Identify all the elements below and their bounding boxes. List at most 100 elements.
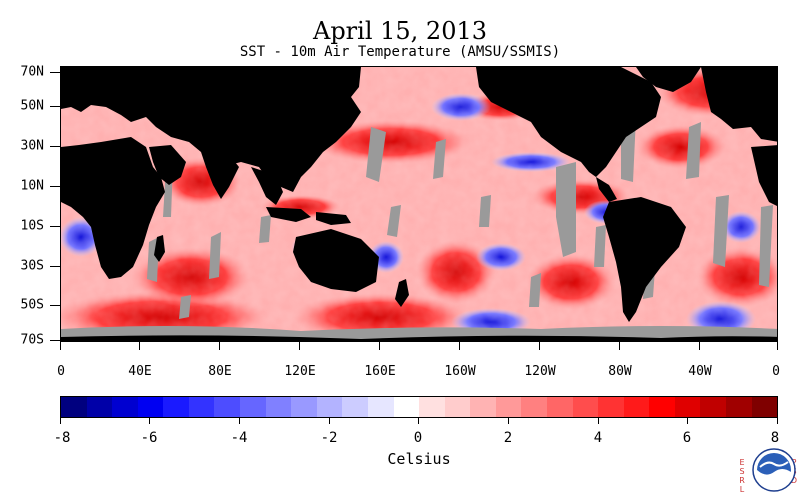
- map-canvas: [61, 67, 777, 341]
- colorbar-tick: [239, 418, 240, 424]
- colorbar-label: 8: [770, 430, 780, 446]
- lon-tick: [299, 342, 300, 350]
- lon-tick: [539, 342, 540, 350]
- lon-label-120w: 120W: [524, 364, 556, 379]
- africa: [61, 137, 165, 279]
- colorbar-cell: [470, 397, 496, 417]
- streak: [713, 195, 729, 267]
- colorbar-cell: [572, 397, 599, 417]
- colorbar-cell: [342, 397, 368, 417]
- streak: [433, 139, 446, 179]
- lon-tick: [379, 342, 380, 350]
- map-title: April 15, 2013: [312, 17, 488, 45]
- land-masses: [61, 67, 777, 341]
- lon-tick: [459, 342, 460, 350]
- colorbar-label: -2: [320, 430, 338, 446]
- streak: [387, 205, 401, 237]
- lat-label-30s: 30S: [20, 258, 44, 274]
- colorbar-label: 0: [413, 430, 423, 446]
- lat-label-10n: 10N: [20, 178, 44, 194]
- lat-label-10s: 10S: [20, 218, 44, 234]
- lat-tick: [50, 340, 60, 341]
- streak: [556, 162, 576, 257]
- africa-west: [751, 145, 777, 206]
- streak: [479, 195, 491, 227]
- lon-label-160w: 160W: [444, 364, 476, 379]
- colorbar-label: -4: [230, 430, 248, 446]
- colorbar-tick: [508, 418, 509, 424]
- streak: [686, 122, 701, 179]
- colorbar-cell: [495, 397, 522, 417]
- colorbar-cell: [623, 397, 650, 417]
- greenland: [636, 67, 701, 92]
- colorbar-tick: [60, 418, 61, 424]
- lat-tick: [50, 266, 60, 267]
- streak: [366, 127, 386, 182]
- lon-label-0-end: 0: [772, 364, 780, 379]
- new-zealand: [395, 279, 409, 307]
- lat-label-50n: 50N: [20, 98, 44, 114]
- europe: [701, 67, 777, 142]
- lon-tick: [60, 342, 61, 350]
- colorbar-cell: [444, 397, 471, 417]
- colorbar-cell: [137, 397, 164, 417]
- colorbar-label: 4: [593, 430, 603, 446]
- india: [201, 152, 239, 199]
- colorbar-tick: [687, 418, 688, 424]
- lat-tick: [50, 305, 60, 306]
- lon-tick: [219, 342, 220, 350]
- lat-tick: [50, 72, 60, 73]
- streak: [259, 215, 271, 243]
- new-guinea: [316, 212, 351, 225]
- eurasia: [61, 67, 361, 192]
- lon-label-160e: 160E: [364, 364, 396, 379]
- lat-tick: [50, 186, 60, 187]
- lat-tick: [50, 106, 60, 107]
- colorbar-label: -8: [53, 430, 71, 446]
- colorbar-cell: [291, 397, 317, 417]
- noaa-logo-icon: [752, 448, 796, 492]
- colorbar-cell: [163, 397, 189, 417]
- colorbar-cell: [521, 397, 547, 417]
- colorbar-cell: [86, 397, 113, 417]
- lat-label-70s: 70S: [20, 332, 44, 348]
- streak: [759, 205, 773, 287]
- central-america: [596, 177, 617, 202]
- australia: [293, 229, 379, 292]
- lat-label-30n: 30N: [20, 138, 44, 154]
- colorbar-label: 6: [682, 430, 692, 446]
- colorbar-tick: [329, 418, 330, 424]
- colorbar-cell: [700, 397, 727, 417]
- colorbar-label: -6: [140, 430, 158, 446]
- streak: [209, 232, 221, 279]
- antarctica: [61, 335, 777, 341]
- colorbar-cell: [367, 397, 394, 417]
- colorbar-tick: [149, 418, 150, 424]
- colorbar-cell: [649, 397, 675, 417]
- colorbar-cell: [419, 397, 445, 417]
- lon-label-80w: 80W: [608, 364, 632, 379]
- lat-label-70n: 70N: [20, 64, 44, 80]
- arabia: [149, 145, 186, 185]
- colorbar-label: 2: [503, 430, 513, 446]
- colorbar-cell: [112, 397, 138, 417]
- colorbar-cell: [393, 397, 420, 417]
- colorbar-cell: [751, 397, 778, 417]
- lon-tick: [619, 342, 620, 350]
- south-america: [603, 197, 686, 322]
- noaa-logo: [752, 448, 796, 492]
- north-america: [476, 67, 661, 177]
- colorbar-cell: [188, 397, 215, 417]
- colorbar-cell: [546, 397, 573, 417]
- colorbar-unit: Celsius: [387, 450, 451, 468]
- map-subtitle: SST - 10m Air Temperature (AMSU/SSMIS): [239, 44, 561, 60]
- indonesia: [266, 207, 311, 222]
- lon-label-80e: 80E: [208, 364, 232, 379]
- streak: [179, 295, 191, 319]
- southeast-asia: [251, 167, 283, 205]
- colorbar-cell: [598, 397, 624, 417]
- colorbar-tick: [777, 418, 778, 424]
- colorbar-cell: [214, 397, 241, 417]
- streak: [529, 273, 541, 307]
